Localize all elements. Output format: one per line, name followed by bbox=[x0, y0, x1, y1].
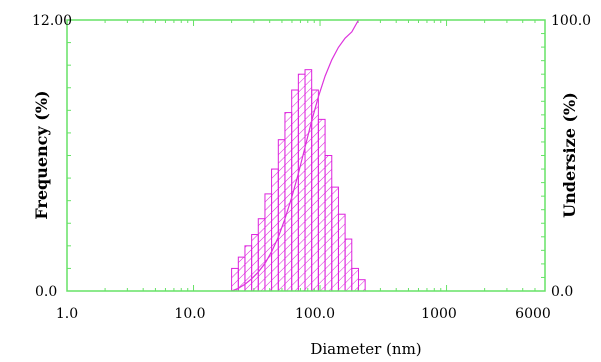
histogram-bar bbox=[251, 234, 259, 292]
x-tick-label: 10.0 bbox=[174, 306, 205, 322]
x-tick-label: 100.0 bbox=[295, 306, 335, 322]
x-tick-label: 1000 bbox=[421, 306, 457, 322]
histogram-bar bbox=[317, 118, 326, 292]
y2-axis-title: Undersize (%) bbox=[560, 92, 579, 218]
undersize-curve bbox=[231, 19, 360, 292]
histogram-bar bbox=[277, 139, 286, 292]
histogram-bar bbox=[311, 89, 319, 292]
x-axis-title: Diameter (nm) bbox=[310, 340, 421, 358]
histogram-bar bbox=[324, 155, 333, 292]
y-tick-label-max: 12.00 bbox=[32, 13, 72, 29]
histogram-bar bbox=[331, 186, 339, 292]
y-axis-title: Frequency (%) bbox=[32, 90, 51, 219]
histogram-bar bbox=[297, 73, 306, 292]
x-tick-label: 6000 bbox=[515, 306, 551, 322]
histogram-bar bbox=[304, 69, 313, 292]
histogram-bar bbox=[257, 218, 266, 292]
x-tick-label: 1.0 bbox=[56, 306, 78, 322]
y2-tick-label-min: 0.0 bbox=[551, 284, 573, 300]
y2-tick-label-max: 100.0 bbox=[551, 13, 591, 29]
histogram-bar bbox=[291, 89, 299, 292]
plot-frame bbox=[66, 19, 546, 292]
histogram-bar bbox=[231, 267, 239, 292]
y-tick-label-min: 0.0 bbox=[35, 284, 57, 300]
histogram-bar bbox=[357, 279, 366, 292]
histogram-bars bbox=[231, 69, 366, 292]
histogram-bar bbox=[264, 193, 273, 292]
histogram-bar bbox=[337, 213, 346, 292]
histogram-bar bbox=[351, 267, 359, 292]
histogram-bar bbox=[271, 168, 279, 292]
histogram-bar bbox=[344, 238, 353, 292]
histogram-bar bbox=[244, 245, 253, 292]
